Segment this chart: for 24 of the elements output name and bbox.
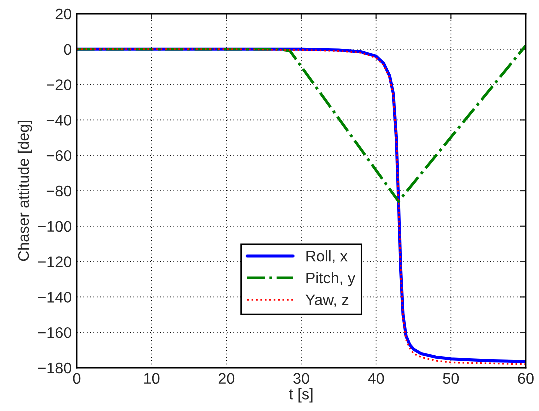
x-tick-label: 50 [443,373,460,384]
y-tick-label: −140 [38,292,72,303]
line-series [77,44,526,204]
x-tick-label: 60 [518,373,534,384]
y-tick-label: −40 [46,115,72,126]
y-axis-title: Chaser attitude [deg] [18,121,32,262]
y-tick-label: −100 [38,221,72,232]
legend-label: Pitch, y [306,272,356,287]
y-tick-label: −120 [38,256,72,268]
y-tick-label: −80 [46,186,72,197]
x-tick-label: 40 [368,373,384,384]
legend-label: Yaw, z [306,294,349,308]
y-tick-label: 0 [64,44,72,56]
y-tick-label: −20 [46,80,72,90]
x-tick-label: 0 [73,373,81,384]
y-tick-label: 20 [56,8,72,20]
x-tick-label: 20 [218,373,235,384]
legend-label: Roll, x [306,250,348,264]
y-tick-label: −180 [38,362,72,374]
y-tick-label: −160 [38,327,72,338]
x-tick-label: 10 [144,373,160,384]
y-tick-label: −60 [46,150,72,162]
x-tick-label: 30 [294,373,310,384]
x-axis-title: t [s] [289,388,313,403]
